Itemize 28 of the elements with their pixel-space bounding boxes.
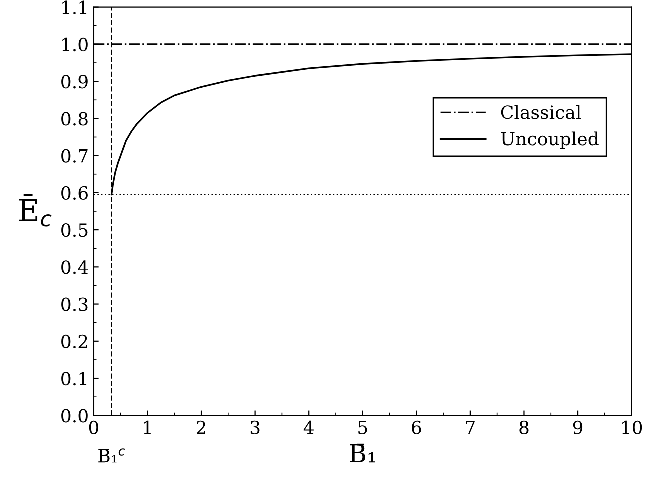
y-tick-label: 0.0	[62, 409, 88, 423]
y-tick-label: 1.0	[62, 38, 88, 52]
y-tick-label: 0.6	[62, 186, 88, 200]
legend-label: Uncoupled	[501, 132, 599, 150]
x-tick-label: 3	[250, 420, 260, 434]
y-tick-label: 0.7	[62, 149, 88, 163]
x-tick-label: 10	[622, 420, 642, 434]
y-tick-label: 0.3	[62, 298, 88, 312]
x-tick-label: 8	[520, 420, 529, 434]
y-tick-label: 0.9	[62, 75, 88, 89]
x-tick-label: 2	[197, 420, 206, 434]
y-tick-label: 0.1	[62, 372, 87, 386]
x-axis-title: B̄₁	[350, 444, 376, 463]
y-tick-label: 0.8	[62, 112, 88, 126]
x-tick-label: 5	[358, 421, 368, 434]
y-axis-title: Ē$_{c}$	[19, 194, 52, 227]
x-tick-label: 6	[412, 420, 422, 434]
x-tick-label: 7	[466, 421, 475, 434]
y-tick-label: 0.2	[62, 334, 88, 349]
y-tick-label: 1.1	[62, 0, 87, 14]
x-tick-label: 1	[144, 420, 151, 434]
ref-line-label: B̄₁$^{c}$	[98, 448, 126, 463]
x-tick-label: 4	[304, 420, 314, 434]
y-tick-label: 0.5	[62, 224, 88, 238]
x-tick-label: 9	[573, 420, 583, 434]
legend-label: Classical	[501, 105, 582, 120]
x-tick-label: 0	[89, 420, 99, 434]
y-tick-label: 0.4	[62, 260, 88, 274]
